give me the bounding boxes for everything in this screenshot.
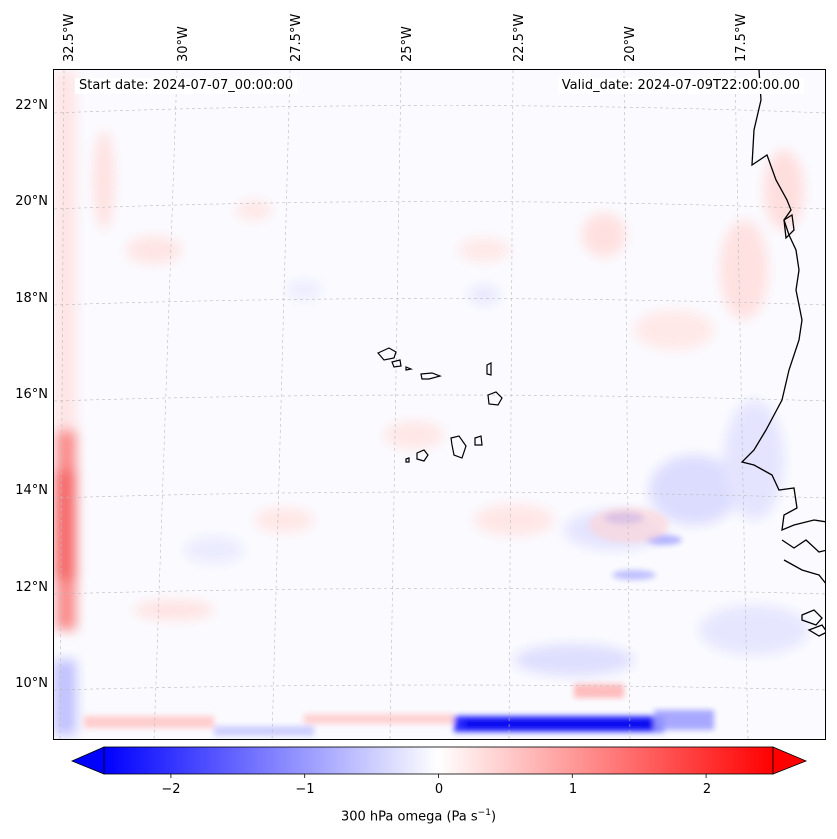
colorbar-tick-1: 1: [568, 782, 578, 797]
lon-tick-20w: 20°W: [623, 26, 638, 62]
colorbar-extend-min: [70, 746, 105, 775]
colorbar-tick-neg2: −2: [161, 782, 181, 797]
lon-tick-25w: 25°W: [400, 26, 415, 62]
lat-tick-12n: 12°N: [15, 580, 48, 595]
omega-map: [54, 70, 825, 739]
lon-tick-32.5w: 32.5°W: [62, 13, 77, 62]
colorbar-bar: [103, 746, 774, 775]
omega-field: [54, 70, 809, 736]
colorbar-tick-0: 0: [434, 782, 444, 797]
lat-tick-16n: 16°N: [15, 387, 48, 402]
start-date-label: Start date: 2024-07-07_00:00:00: [75, 78, 298, 94]
lon-tick-30w: 30°W: [176, 26, 191, 62]
lat-tick-10n: 10°N: [15, 676, 48, 691]
lat-tick-18n: 18°N: [15, 291, 48, 306]
map-panel: [53, 69, 826, 740]
valid-date-label: Valid_date: 2024-07-09T22:00:00.00: [557, 78, 804, 94]
lon-tick-17.5w: 17.5°W: [734, 13, 749, 62]
colorbar-extend-max: [772, 746, 808, 775]
lon-tick-22.5w: 22.5°W: [512, 13, 527, 62]
lon-tick-27.5w: 27.5°W: [289, 13, 304, 62]
colorbar: [70, 746, 808, 778]
coastline: [740, 70, 825, 637]
lat-tick-20n: 20°N: [15, 194, 48, 209]
cape-verde-islands: [377, 347, 503, 463]
colorbar-label: 300 hPa omega (Pa s−1): [340, 808, 497, 825]
lat-tick-22n: 22°N: [15, 98, 48, 113]
lat-tick-14n: 14°N: [15, 483, 48, 498]
colorbar-tick-2: 2: [702, 782, 712, 797]
colorbar-tick-neg1: −1: [295, 782, 315, 797]
graticule: [54, 70, 825, 739]
